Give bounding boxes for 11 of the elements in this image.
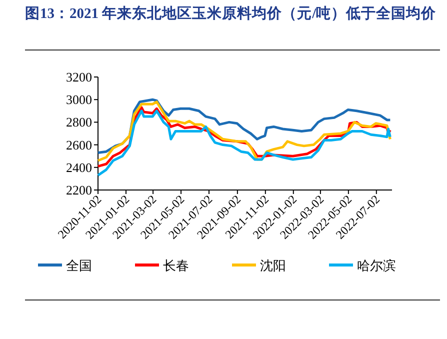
title: 图13：2021 年来东北地区玉米原料均价（元/吨）低于全国均价	[25, 4, 438, 24]
y-tick-label: 3000	[66, 92, 92, 108]
y-tick-label: 2600	[66, 137, 92, 152]
legend-label: 哈尔滨	[357, 258, 396, 273]
legend-label: 长春	[163, 258, 189, 273]
y-tick-label: 3200	[66, 70, 92, 84]
legend-label: 沈阳	[260, 258, 286, 273]
y-tick-label: 2400	[66, 160, 92, 175]
legend-label: 全国	[66, 258, 92, 273]
y-tick-label: 2800	[66, 114, 92, 130]
y-tick-label: 2200	[66, 182, 92, 198]
